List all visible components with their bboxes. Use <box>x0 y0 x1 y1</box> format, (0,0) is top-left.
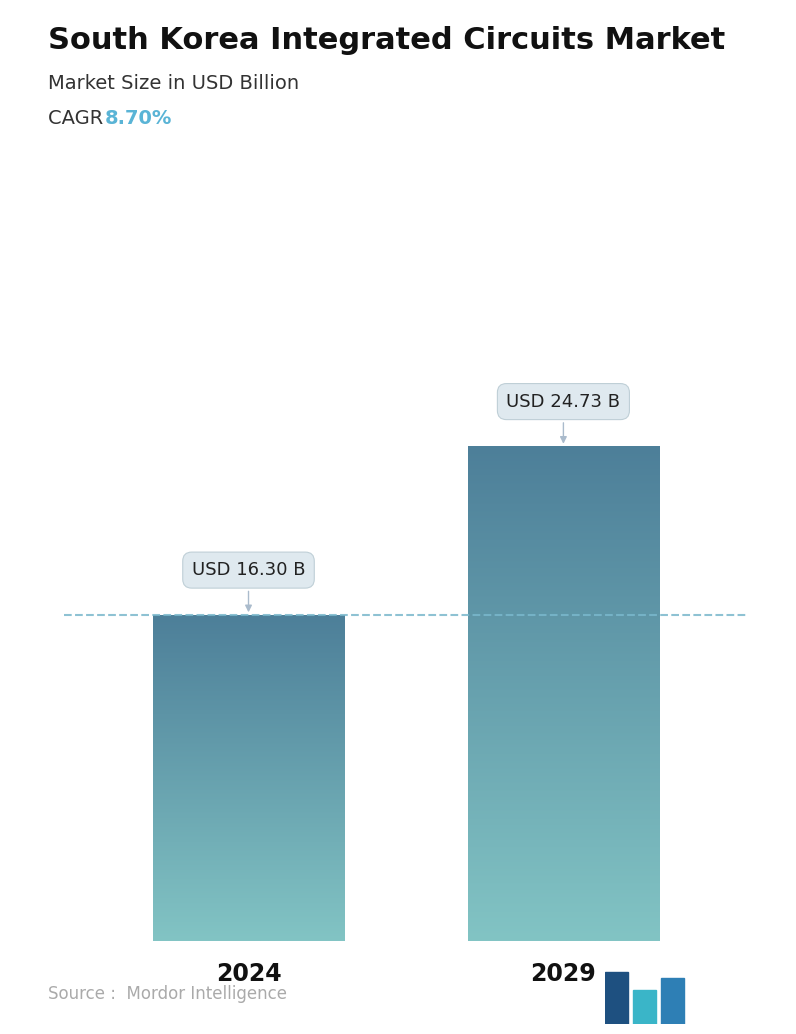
Text: 8.70%: 8.70% <box>105 109 173 127</box>
Text: CAGR: CAGR <box>48 109 109 127</box>
Text: Source :  Mordor Intelligence: Source : Mordor Intelligence <box>48 985 287 1003</box>
Polygon shape <box>633 990 656 1024</box>
Text: USD 16.30 B: USD 16.30 B <box>192 561 305 611</box>
Polygon shape <box>661 978 684 1024</box>
Text: USD 24.73 B: USD 24.73 B <box>506 393 620 443</box>
Text: South Korea Integrated Circuits Market: South Korea Integrated Circuits Market <box>48 26 725 55</box>
Polygon shape <box>605 972 628 1024</box>
Text: Market Size in USD Billion: Market Size in USD Billion <box>48 74 298 93</box>
